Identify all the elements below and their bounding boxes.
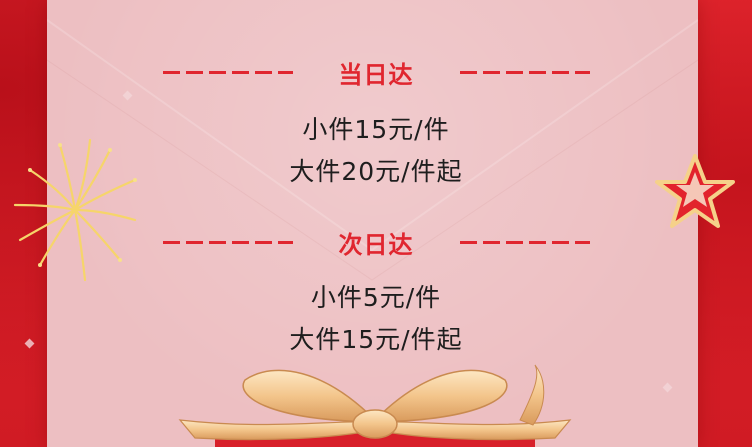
price-line: 小件5元/件 xyxy=(310,283,442,312)
dash-divider-left xyxy=(162,70,293,74)
section-title-text: 当日达 xyxy=(338,60,414,89)
price-line: 大件15元/件起 xyxy=(289,325,463,354)
firework-icon xyxy=(13,138,137,282)
section-title-same-day: 当日达 xyxy=(0,52,752,92)
section-title-text: 次日达 xyxy=(338,230,414,259)
ribbon-bow-icon xyxy=(178,364,572,447)
price-line: 小件15元/件 xyxy=(302,115,450,144)
envelope-fold xyxy=(47,0,698,447)
dash-divider-right xyxy=(459,70,590,74)
section-title-next-day: 次日达 xyxy=(0,222,752,262)
info-card xyxy=(47,0,698,447)
dash-divider-right xyxy=(459,240,590,244)
dash-divider-left xyxy=(162,240,293,244)
price-line: 大件20元/件起 xyxy=(289,157,463,186)
star-icon xyxy=(655,154,735,228)
